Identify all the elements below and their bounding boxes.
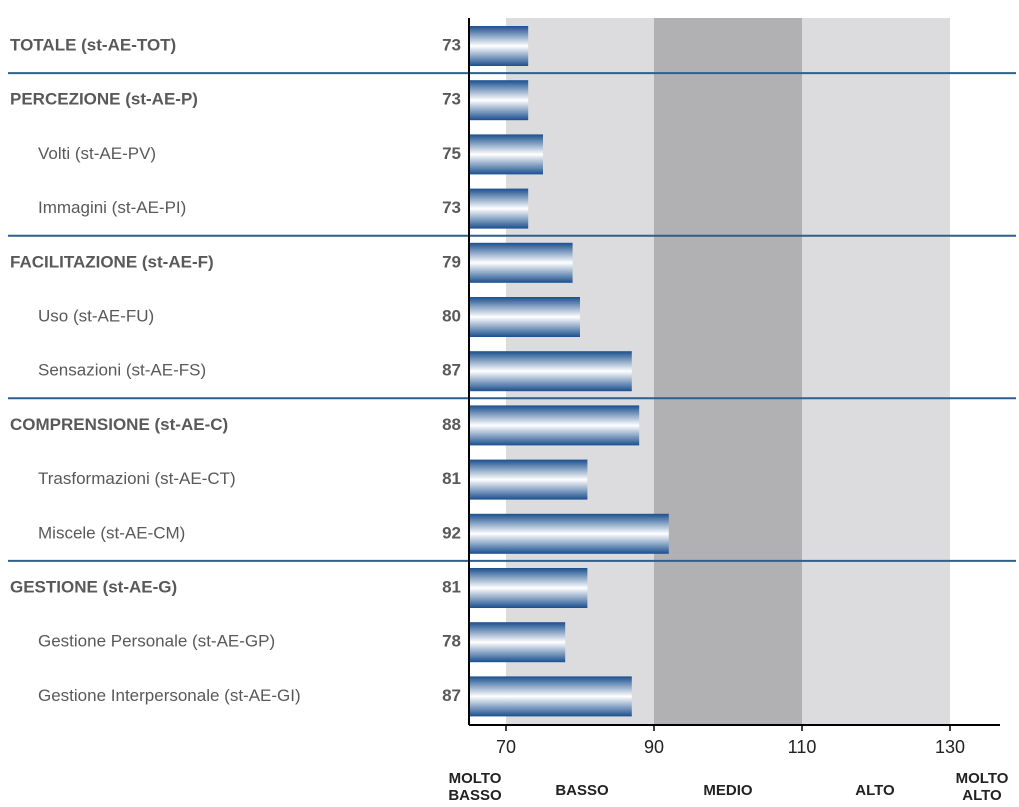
band-label: MOLTO ALTO (956, 770, 1009, 804)
bars (469, 26, 669, 717)
bar (469, 134, 543, 175)
band-labels: MOLTO BASSO BASSO MEDIO ALTO MOLTO ALTO (448, 770, 1008, 804)
bar (469, 242, 573, 283)
value-label: 81 (442, 469, 461, 488)
bar (469, 513, 669, 554)
x-tick-label: 70 (496, 737, 516, 757)
category-label: Trasformazioni (st-AE-CT) (38, 469, 236, 488)
category-label: Gestione Interpersonale (st-AE-GI) (38, 686, 301, 705)
band-4 (950, 18, 1000, 725)
value-label: 73 (442, 198, 461, 217)
value-label: 87 (442, 361, 461, 380)
x-ticks: 70 90 110 130 (496, 725, 965, 757)
bar (469, 568, 588, 608)
bar (469, 459, 588, 500)
bar (469, 26, 529, 66)
value-label: 78 (442, 632, 461, 651)
value-label: 80 (442, 306, 461, 325)
band-label: ALTO (855, 782, 895, 799)
bar (469, 622, 566, 663)
value-labels: 73 73 75 73 79 80 87 88 81 92 81 78 87 (442, 35, 461, 704)
category-label: Volti (st-AE-PV) (38, 144, 156, 163)
band-label: MEDIO (703, 782, 753, 799)
band-label: BASSO (555, 782, 609, 799)
value-label: 79 (442, 252, 461, 271)
x-tick-label: 130 (935, 737, 965, 757)
category-label: COMPRENSIONE (st-AE-C) (10, 415, 228, 434)
axes (468, 18, 1000, 726)
category-labels: TOTALE (st-AE-TOT) PERCEZIONE (st-AE-P) Vo… (10, 35, 301, 704)
category-label: TOTALE (st-AE-TOT) (10, 35, 176, 54)
category-label: Immagini (st-AE-PI) (38, 198, 186, 217)
bar (469, 80, 529, 121)
band-3 (802, 18, 950, 725)
bar (469, 405, 640, 446)
category-label: FACILITAZIONE (st-AE-F) (10, 252, 214, 271)
bar (469, 188, 529, 229)
category-label: Uso (st-AE-FU) (38, 306, 154, 325)
band-2 (654, 18, 802, 725)
category-label: GESTIONE (st-AE-G) (10, 577, 177, 596)
value-label: 75 (442, 144, 461, 163)
bar (469, 351, 632, 392)
value-label: 87 (442, 686, 461, 705)
value-label: 73 (442, 90, 461, 109)
band-label: MOLTO BASSO (448, 770, 502, 804)
value-label: 92 (442, 523, 461, 542)
x-tick-label: 110 (788, 737, 817, 757)
bar (469, 676, 632, 717)
value-label: 81 (442, 577, 461, 596)
section-separators (8, 72, 1016, 562)
x-tick-label: 90 (644, 737, 664, 757)
category-label: PERCEZIONE (st-AE-P) (10, 90, 198, 109)
category-label: Gestione Personale (st-AE-GP) (38, 632, 275, 651)
value-label: 73 (442, 35, 461, 54)
value-label: 88 (442, 415, 461, 434)
bar (469, 297, 580, 337)
category-label: Sensazioni (st-AE-FS) (38, 361, 206, 380)
category-label: Miscele (st-AE-CM) (38, 523, 185, 542)
